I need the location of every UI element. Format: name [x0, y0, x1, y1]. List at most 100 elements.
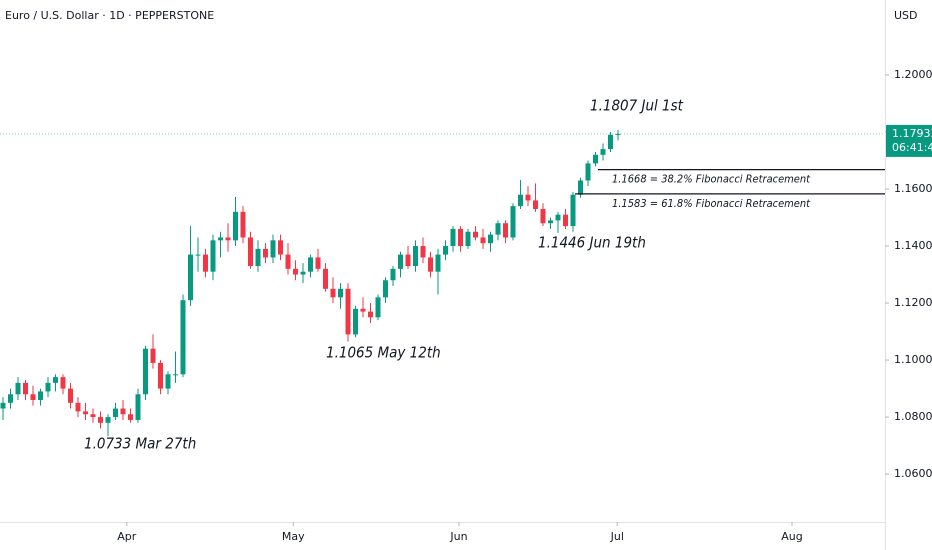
- candle-body: [225, 237, 231, 241]
- y-tick-label: 1.16000: [894, 182, 932, 195]
- x-tick-label: Aug: [781, 530, 802, 543]
- candle-body: [158, 362, 163, 389]
- candle-body: [203, 254, 208, 272]
- candle-body: [68, 388, 73, 403]
- candle-body: [38, 391, 43, 400]
- annotation: 1.1065 May 12th: [326, 344, 441, 362]
- candle-body: [165, 374, 171, 389]
- candle-body: [548, 220, 553, 224]
- candle-body: [540, 208, 546, 224]
- candle-body: [128, 414, 133, 420]
- candle-body: [525, 194, 531, 201]
- candle-body: [608, 134, 613, 150]
- last-price-box: [886, 124, 932, 157]
- candle-body: [383, 280, 388, 298]
- fib-label: 1.1668 = 38.2% Fibonacci Retracement: [612, 173, 811, 186]
- candle-body: [210, 240, 216, 272]
- x-tick-label: Jul: [610, 530, 624, 543]
- candle-body: [368, 311, 373, 318]
- candle-body: [255, 248, 261, 266]
- candle-body: [15, 382, 21, 395]
- candle-body: [495, 223, 501, 235]
- candle-body: [443, 246, 448, 255]
- candle-body: [510, 206, 516, 238]
- candle-body: [30, 394, 36, 400]
- candle-body: [120, 408, 126, 415]
- candle-body: [83, 411, 88, 415]
- candle-body: [8, 394, 13, 403]
- candle-body: [473, 231, 478, 238]
- candle-body: [360, 308, 366, 312]
- candle-body: [45, 382, 51, 392]
- candle-body: [593, 154, 598, 164]
- candle-body: [578, 180, 583, 195]
- candle-body: [345, 288, 351, 335]
- candle-body: [533, 200, 538, 209]
- y-tick-label: 1.20000: [894, 68, 932, 81]
- candle-body: [285, 254, 291, 269]
- candle-body: [315, 257, 321, 269]
- fib-label: 1.1583 = 61.8% Fibonacci Retracement: [612, 197, 811, 210]
- candle-body: [353, 308, 358, 335]
- candle-body: [330, 288, 336, 298]
- x-tick-label: May: [282, 530, 305, 543]
- x-tick-label: Jun: [449, 530, 467, 543]
- candle-body: [188, 254, 193, 301]
- candle-body: [518, 194, 523, 207]
- candle-body: [308, 257, 313, 272]
- candle-body: [143, 348, 148, 395]
- candle-body: [398, 254, 403, 269]
- chart-title: Euro / U.S. Dollar · 1D · PEPPERSTONE: [5, 9, 214, 22]
- candle-body: [263, 248, 268, 258]
- annotation: 1.1446 Jun 19th: [538, 234, 646, 252]
- candle-body: [180, 300, 186, 375]
- y-tick-label: 1.10000: [894, 353, 932, 366]
- countdown: 06:41:44: [892, 141, 932, 154]
- candle-body: [248, 237, 253, 266]
- candle-body: [113, 408, 118, 418]
- candle-body: [585, 163, 591, 181]
- y-tick-label: 1.08000: [894, 410, 932, 423]
- candle-body: [563, 214, 568, 227]
- candle-body: [420, 246, 426, 258]
- candle-body: [0, 402, 6, 409]
- candle-body: [23, 382, 28, 395]
- x-tick-label: Apr: [117, 530, 137, 543]
- candle-body: [428, 257, 433, 272]
- candle-body: [390, 268, 396, 281]
- candle-body: [503, 223, 508, 238]
- candle-body: [570, 194, 576, 227]
- candle-body: [480, 237, 486, 244]
- candle-body: [375, 297, 381, 318]
- annotation: 1.0733 Mar 27th: [84, 435, 196, 453]
- candle-body: [75, 402, 81, 412]
- candle-body: [323, 268, 328, 289]
- candle-body: [218, 237, 223, 241]
- y-tick-label: 1.14000: [894, 239, 932, 252]
- candle-body: [270, 240, 276, 258]
- currency: USD: [894, 9, 918, 22]
- candle-body: [90, 414, 96, 418]
- last-price-label: 1.17933: [892, 127, 932, 140]
- annotation: 1.1807 Jul 1st: [590, 97, 684, 115]
- candle-body: [465, 231, 471, 247]
- candle-body: [405, 254, 411, 266]
- candle-body: [195, 254, 201, 256]
- candle-body: [450, 228, 456, 247]
- candle-body: [240, 211, 246, 238]
- y-tick-label: 1.06000: [894, 467, 932, 480]
- candle-body: [150, 348, 156, 363]
- candle-body: [615, 133, 621, 135]
- candle-body: [600, 149, 606, 155]
- candle-body: [233, 211, 238, 241]
- candle-body: [105, 417, 111, 423]
- candle-body: [413, 246, 418, 266]
- candle-body: [458, 228, 463, 247]
- candle-body: [435, 254, 441, 272]
- candle-body: [300, 271, 306, 275]
- candle-body: [488, 234, 493, 244]
- candle-body: [173, 374, 178, 376]
- candle-body: [53, 377, 58, 383]
